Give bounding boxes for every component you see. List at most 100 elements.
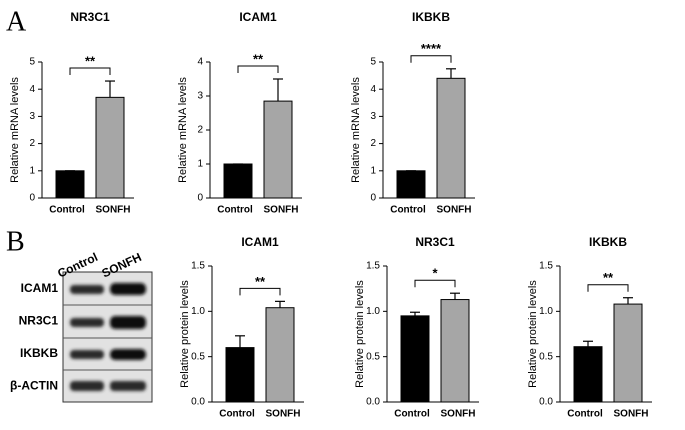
y-tick-label: 1	[29, 165, 35, 176]
band	[110, 283, 146, 295]
y-axis-label: Relative protein levels	[179, 280, 191, 388]
band	[70, 381, 104, 391]
blot	[62, 271, 153, 403]
y-axis-label: Relative mRNA levels	[177, 77, 189, 183]
y-tick-label: 2	[370, 138, 376, 149]
x-tick-label: Control	[390, 205, 426, 216]
y-tick-label: 0.0	[366, 397, 380, 408]
y-tick-label: 4	[29, 84, 35, 95]
y-tick-label: 0.5	[191, 351, 205, 362]
y-tick-label: 0	[197, 193, 203, 204]
y-tick-label: 0	[29, 193, 35, 204]
x-tick-label: SONFH	[614, 409, 649, 420]
blot-row-label: β-ACTIN	[10, 379, 58, 393]
y-axis-label: Relative protein levels	[354, 280, 366, 388]
y-tick-label: 0.0	[191, 397, 205, 408]
bar	[400, 315, 430, 403]
y-tick-label: 2	[197, 125, 203, 136]
y-tick-label: 0.0	[539, 397, 553, 408]
bar	[263, 100, 293, 199]
chart-title: NR3C1	[415, 235, 455, 249]
significance-label: **	[603, 270, 614, 285]
y-tick-label: 3	[29, 111, 35, 122]
chart: IKBKB Relative mRNA levels 0 1 2 3 4 5 Control SO…	[350, 10, 475, 216]
panel-label: A	[6, 6, 27, 37]
chart-title: IKBKB	[589, 235, 627, 249]
y-tick-label: 3	[370, 111, 376, 122]
significance-bracket	[414, 279, 456, 288]
bar	[95, 96, 125, 199]
significance-bracket	[237, 65, 279, 73]
chart-title: NR3C1	[70, 10, 110, 24]
chart-title: ICAM1	[241, 235, 279, 249]
band	[70, 350, 104, 359]
y-tick-label: 5	[29, 57, 35, 68]
significance-label: ****	[421, 41, 442, 56]
y-tick-label: 1.0	[366, 306, 380, 317]
y-tick-label: 1.5	[366, 261, 380, 272]
y-tick-label: 0.5	[539, 351, 553, 362]
band	[110, 381, 146, 391]
x-tick-label: Control	[49, 205, 85, 216]
bar	[396, 170, 426, 199]
bar	[436, 77, 466, 199]
x-tick-label: SONFH	[441, 409, 476, 420]
y-axis-label: Relative protein levels	[527, 280, 539, 388]
y-tick-label: 4	[370, 84, 376, 95]
band	[110, 349, 146, 360]
chart: NR3C1 Relative mRNA levels 0 1 2 3 4 5 Control SO…	[9, 10, 134, 216]
y-tick-label: 1.5	[191, 261, 205, 272]
y-tick-label: 4	[197, 57, 203, 68]
y-tick-label: 3	[197, 91, 203, 102]
y-tick-label: 2	[29, 138, 35, 149]
blot-row-label: NR3C1	[19, 314, 59, 328]
bar	[613, 303, 643, 403]
panel-label: B	[6, 226, 25, 257]
y-axis-label: Relative mRNA levels	[350, 77, 362, 183]
bar	[223, 163, 253, 199]
chart-title: ICAM1	[239, 10, 277, 24]
significance-label: *	[432, 266, 438, 281]
significance-label: **	[255, 274, 266, 289]
blot-row-label: ICAM1	[21, 281, 59, 295]
chart-title: IKBKB	[412, 10, 450, 24]
band	[70, 285, 104, 294]
chart: ICAM1 Relative mRNA levels 0 1 2 3 4 Control SON…	[177, 10, 302, 216]
significance-bracket	[69, 67, 111, 76]
x-tick-label: SONFH	[266, 409, 301, 420]
significance-bracket	[587, 284, 629, 292]
significance-label: **	[85, 53, 96, 68]
bar	[573, 346, 603, 403]
band	[70, 318, 104, 327]
y-tick-label: 5	[370, 57, 376, 68]
significance-bracket	[410, 55, 452, 63]
blot-row-label: IKBKB	[20, 346, 58, 360]
bar	[225, 347, 255, 403]
y-tick-label: 0.5	[366, 351, 380, 362]
bar	[55, 170, 85, 199]
x-tick-label: SONFH	[264, 205, 299, 216]
y-axis-label: Relative mRNA levels	[9, 77, 21, 183]
significance-label: **	[253, 51, 264, 66]
bar	[265, 307, 295, 403]
x-tick-label: Control	[219, 409, 255, 420]
x-tick-label: Control	[567, 409, 603, 420]
y-tick-label: 1	[197, 159, 203, 170]
x-tick-label: Control	[217, 205, 253, 216]
y-tick-label: 0	[370, 193, 376, 204]
y-tick-label: 1	[370, 165, 376, 176]
x-tick-label: SONFH	[96, 205, 131, 216]
y-tick-label: 1.0	[539, 306, 553, 317]
bar	[440, 299, 470, 403]
significance-bracket	[239, 287, 281, 296]
y-tick-label: 1.0	[191, 306, 205, 317]
bands	[70, 283, 146, 391]
x-tick-label: SONFH	[437, 205, 472, 216]
x-tick-label: Control	[394, 409, 430, 420]
y-tick-label: 1.5	[539, 261, 553, 272]
band	[110, 316, 146, 329]
